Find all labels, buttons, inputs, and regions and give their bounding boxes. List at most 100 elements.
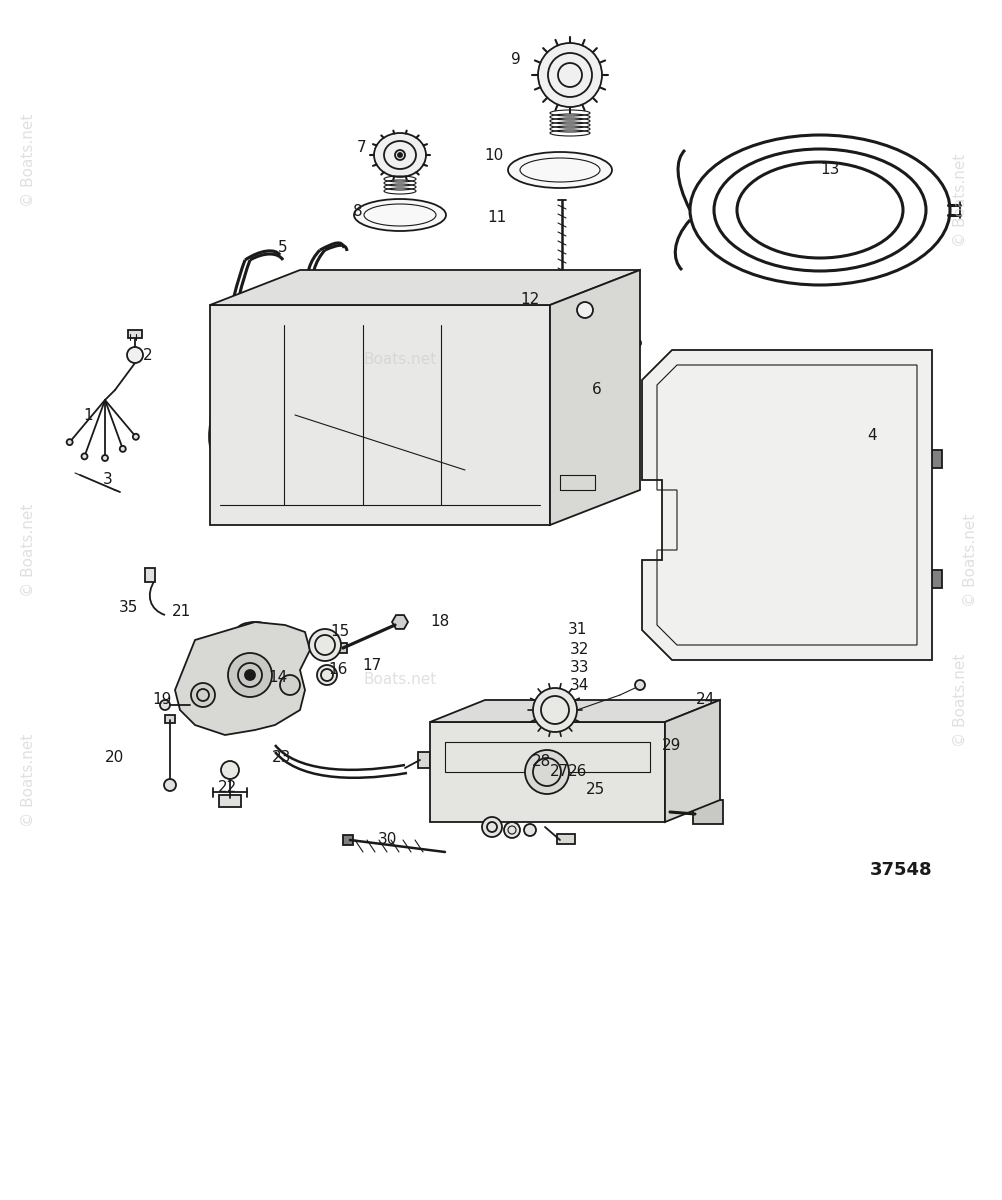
Text: 7: 7: [357, 140, 367, 156]
Text: 15: 15: [331, 624, 350, 640]
Circle shape: [525, 750, 569, 794]
Text: 16: 16: [329, 662, 348, 678]
Text: 10: 10: [484, 148, 504, 162]
Circle shape: [504, 822, 520, 838]
Text: 29: 29: [662, 738, 681, 752]
Bar: [335, 643, 347, 653]
Text: 18: 18: [431, 614, 450, 630]
Text: 2: 2: [143, 348, 153, 364]
Circle shape: [127, 347, 143, 362]
Bar: [343, 835, 353, 845]
Text: 24: 24: [696, 692, 715, 708]
Bar: [693, 800, 723, 824]
Circle shape: [102, 455, 108, 461]
Ellipse shape: [573, 332, 637, 353]
Circle shape: [533, 688, 577, 732]
Ellipse shape: [240, 292, 300, 308]
Polygon shape: [642, 350, 932, 660]
Polygon shape: [210, 305, 550, 526]
Text: 9: 9: [511, 53, 521, 67]
Text: 11: 11: [487, 210, 507, 226]
Circle shape: [164, 779, 176, 791]
Text: 22: 22: [218, 780, 237, 796]
Text: © Boats.net: © Boats.net: [20, 733, 35, 827]
Circle shape: [133, 433, 139, 439]
Text: 28: 28: [532, 755, 552, 769]
Text: 19: 19: [152, 692, 171, 708]
Bar: [219, 794, 241, 806]
Circle shape: [395, 150, 405, 160]
Text: 26: 26: [568, 764, 588, 780]
Text: © Boats.net: © Boats.net: [953, 653, 968, 746]
Circle shape: [309, 629, 341, 661]
Circle shape: [120, 446, 126, 452]
Ellipse shape: [550, 280, 574, 290]
Circle shape: [67, 439, 73, 445]
Text: 13: 13: [821, 162, 840, 178]
Text: 1: 1: [83, 408, 93, 422]
Circle shape: [245, 670, 255, 680]
Bar: [128, 330, 142, 338]
Bar: [557, 834, 575, 844]
Text: © Boats.net: © Boats.net: [963, 514, 978, 607]
Bar: [912, 450, 942, 468]
Bar: [165, 715, 175, 722]
Ellipse shape: [354, 199, 446, 230]
Text: 32: 32: [570, 642, 590, 658]
Text: 27: 27: [550, 764, 569, 780]
Text: 25: 25: [586, 782, 605, 798]
Polygon shape: [210, 270, 640, 305]
Text: 12: 12: [520, 293, 540, 307]
Ellipse shape: [374, 133, 426, 176]
Ellipse shape: [235, 290, 305, 310]
Text: © Boats.net: © Boats.net: [953, 154, 968, 247]
Text: 20: 20: [105, 750, 124, 766]
Text: 31: 31: [568, 623, 588, 637]
Polygon shape: [550, 270, 640, 526]
Circle shape: [538, 43, 602, 107]
Text: 3: 3: [103, 473, 113, 487]
Circle shape: [191, 683, 215, 707]
Text: 21: 21: [172, 605, 191, 619]
Text: 6: 6: [592, 383, 602, 397]
Polygon shape: [430, 722, 665, 822]
Ellipse shape: [237, 622, 273, 638]
Ellipse shape: [544, 284, 580, 296]
Text: 23: 23: [273, 750, 292, 766]
Bar: [145, 568, 155, 582]
Polygon shape: [392, 616, 408, 629]
Ellipse shape: [508, 152, 612, 188]
Circle shape: [524, 824, 536, 836]
Text: 8: 8: [353, 204, 363, 220]
Text: 35: 35: [118, 600, 137, 614]
Ellipse shape: [540, 743, 570, 754]
Text: 34: 34: [570, 678, 590, 694]
Polygon shape: [430, 700, 720, 722]
Ellipse shape: [533, 749, 577, 766]
Circle shape: [482, 817, 502, 838]
Bar: [912, 570, 942, 588]
Polygon shape: [665, 700, 720, 822]
Polygon shape: [175, 622, 310, 734]
Circle shape: [398, 152, 402, 157]
Circle shape: [280, 674, 300, 695]
Text: 5: 5: [279, 240, 288, 256]
Circle shape: [635, 680, 645, 690]
Text: © Boats.net: © Boats.net: [20, 113, 35, 206]
Circle shape: [221, 761, 239, 779]
Text: © Boats.net: © Boats.net: [20, 503, 35, 596]
Ellipse shape: [537, 732, 573, 744]
Bar: [418, 752, 430, 768]
Circle shape: [317, 665, 337, 685]
Circle shape: [228, 653, 272, 697]
Text: 14: 14: [269, 671, 288, 685]
Text: 30: 30: [379, 833, 398, 847]
Text: Boats.net: Boats.net: [364, 353, 437, 367]
Circle shape: [577, 302, 593, 318]
Text: 4: 4: [867, 427, 877, 443]
Text: 37548: 37548: [870, 862, 933, 878]
Circle shape: [81, 454, 87, 460]
Text: Boats.net: Boats.net: [364, 672, 437, 688]
Text: 33: 33: [570, 660, 590, 676]
Circle shape: [160, 700, 170, 710]
